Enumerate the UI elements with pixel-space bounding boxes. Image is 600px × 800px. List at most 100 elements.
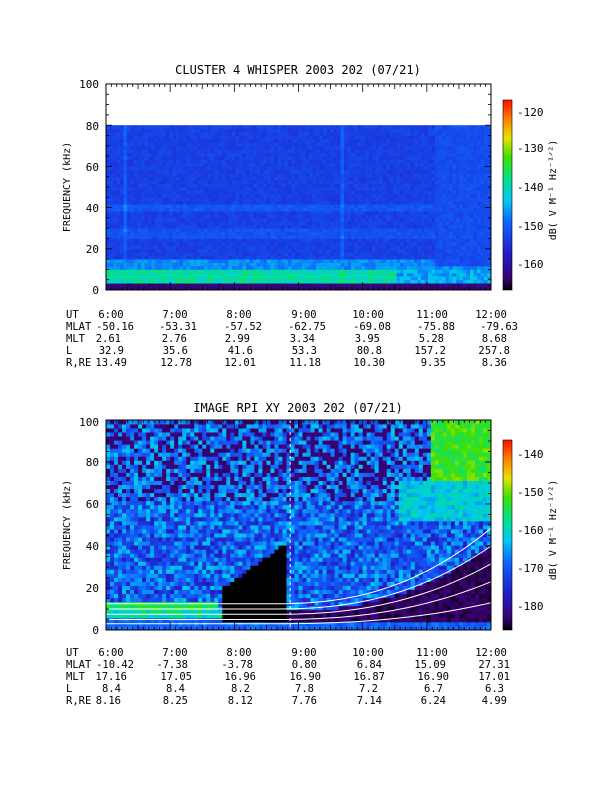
spectrogram-cell (270, 286, 275, 291)
spectrogram-cell (263, 183, 268, 188)
spectrogram-cell (127, 125, 131, 130)
spectrogram-cell (288, 262, 292, 267)
spectrogram-cell (148, 279, 152, 284)
spectrogram-cell (403, 166, 408, 171)
spectrogram-cell (316, 238, 320, 243)
spectrogram-cell (162, 259, 166, 263)
spectrogram-cell (176, 238, 180, 243)
spectrogram-cell (130, 283, 135, 287)
spectrogram-cell (417, 149, 422, 154)
spectrogram-cell (431, 207, 436, 212)
spectrogram-cell (333, 228, 338, 233)
spectrogram-cell (260, 235, 264, 239)
spectrogram-cell (410, 245, 415, 250)
spectrogram-cell (386, 125, 390, 130)
spectrogram-cell (162, 152, 166, 157)
spectrogram-cell (204, 241, 208, 246)
spectrogram-cell (263, 142, 268, 147)
spectrogram-cell (389, 152, 394, 157)
spectrogram-cell (435, 149, 439, 154)
spectrogram-cell (330, 255, 334, 260)
spectrogram-cell (127, 149, 131, 154)
spectrogram-cell (400, 128, 404, 133)
spectrogram-cell (463, 190, 467, 195)
spectrogram-cell (190, 138, 194, 143)
spectrogram-cell (393, 279, 397, 284)
spectrogram-cell (263, 204, 268, 208)
spectrogram-cell (176, 138, 180, 143)
spectrogram-cell (158, 132, 163, 136)
spectrogram-cell (162, 224, 166, 229)
spectrogram-cell (130, 207, 135, 212)
spectrogram-cell (361, 152, 366, 157)
spectrogram-cell (144, 245, 149, 250)
spectrogram-cell (176, 190, 180, 195)
spectrogram-cell (263, 197, 268, 202)
spectrogram-cell (274, 152, 278, 157)
spectrogram-cell (165, 224, 170, 229)
spectrogram-cell (302, 132, 306, 136)
spectrogram-cell (400, 149, 404, 154)
spectrogram-cell (155, 135, 159, 140)
spectrogram-cell (127, 187, 131, 191)
spectrogram-cell (305, 248, 310, 253)
spectrogram-cell (466, 166, 471, 171)
spectrogram-cell (288, 255, 292, 260)
spectrogram-cell (207, 159, 212, 164)
spectrogram-cell (382, 228, 387, 233)
spectrogram-cell (200, 228, 205, 233)
spectrogram-cell (382, 162, 387, 167)
spectrogram-cell (445, 166, 450, 171)
spectrogram-cell (232, 224, 236, 229)
spectrogram-cell (421, 142, 425, 147)
spectrogram-cell (127, 265, 131, 270)
spectrogram-cell (123, 128, 128, 133)
spectrogram-cell (172, 187, 177, 191)
spectrogram-cell (372, 128, 376, 133)
spectrogram-cell (410, 197, 415, 202)
spectrogram-cell (113, 283, 117, 287)
spectrogram-cell (193, 276, 198, 281)
spectrogram-cell (235, 204, 240, 208)
spectrogram-cell (242, 138, 247, 143)
spectrogram-cell (379, 156, 383, 160)
spectrogram-cell (435, 197, 439, 202)
spectrogram-cell (379, 248, 383, 253)
spectrogram-cell (298, 211, 303, 215)
spectrogram-cell (449, 255, 453, 260)
spectrogram-cell (424, 125, 429, 130)
spectrogram-cell (309, 183, 313, 188)
spectrogram-cell (151, 193, 156, 198)
spectrogram-cell (186, 200, 191, 205)
spectrogram-cell (435, 135, 439, 140)
spectrogram-cell (330, 221, 334, 226)
spectrogram-cell (354, 211, 359, 215)
spectrogram-cell (214, 269, 219, 274)
spectrogram-cell (232, 128, 236, 133)
spectrogram-cell (281, 269, 285, 274)
spectrogram-cell (260, 245, 264, 250)
spectrogram-cell (400, 176, 404, 181)
spectrogram-cell (242, 279, 247, 284)
spectrogram-cell (421, 224, 425, 229)
spectrogram-cell (235, 128, 240, 133)
spectrogram-cell (288, 241, 292, 246)
spectrogram-cell (232, 180, 236, 184)
spectrogram-cell (158, 252, 163, 257)
spectrogram-cell (410, 269, 415, 274)
spectrogram-cell (389, 228, 394, 233)
spectrogram-cell (176, 272, 180, 277)
spectrogram-cell (106, 183, 110, 188)
spectrogram-cell (372, 231, 376, 236)
spectrogram-cell (354, 135, 359, 140)
spectrogram-cell (134, 149, 138, 154)
spectrogram-cell (365, 214, 369, 219)
spectrogram-cell (438, 228, 443, 233)
spectrogram-cell (127, 207, 131, 212)
spectrogram-cell (428, 128, 432, 133)
spectrogram-cell (393, 211, 397, 215)
spectrogram-cell (459, 190, 464, 195)
spectrogram-cell (183, 149, 187, 154)
spectrogram-cell (365, 145, 369, 150)
spectrogram-cell (249, 162, 254, 167)
